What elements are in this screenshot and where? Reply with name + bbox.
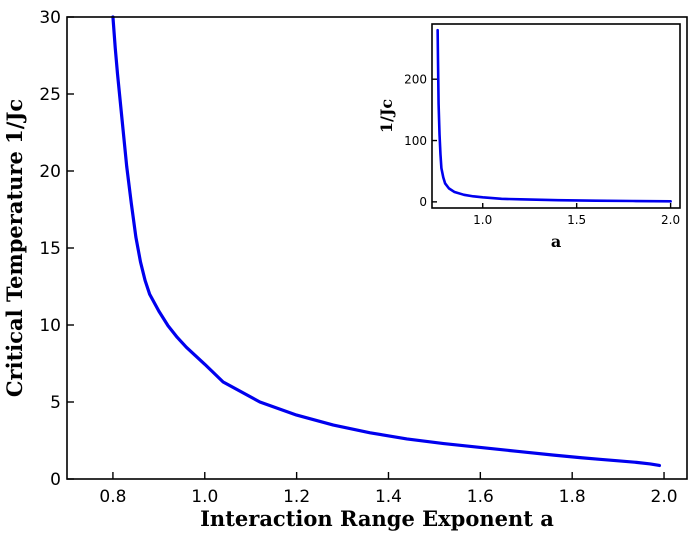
inset-plot-frame bbox=[431, 23, 681, 209]
main-series-group bbox=[111, 15, 662, 468]
main-y-tick-label: 25 bbox=[39, 85, 61, 105]
main-y-tick-label: 20 bbox=[39, 162, 61, 182]
main-x-tick-label: 1.4 bbox=[375, 487, 402, 507]
main-x-axis-label: Interaction Range Exponent a bbox=[200, 506, 554, 531]
inset-series-line bbox=[436, 28, 672, 203]
inset-y-tick-label: 200 bbox=[404, 73, 427, 87]
main-chart: 0.8 1.0 1.2 1.4 1.6 1.8 2.0 0 5 10 15 20 25 30 Intera… bbox=[2, 8, 688, 531]
inset-ticks: 1.0 1.5 2.0 0 100 200 bbox=[404, 73, 680, 227]
main-x-tick-label: 1.6 bbox=[467, 487, 494, 507]
main-y-tick-label: 30 bbox=[39, 8, 61, 28]
inset-chart: 1.0 1.5 2.0 0 100 200 a 1/Jc bbox=[377, 23, 681, 251]
main-y-tick-label: 15 bbox=[39, 239, 61, 259]
main-ticks: 0.8 1.0 1.2 1.4 1.6 1.8 2.0 0 5 10 15 20 25 30 bbox=[39, 8, 677, 507]
main-y-tick-label: 0 bbox=[50, 470, 61, 490]
inset-series-group bbox=[436, 28, 672, 203]
main-series-line bbox=[111, 15, 662, 468]
inset-x-tick-label: 1.0 bbox=[473, 213, 492, 227]
inset-x-tick-label: 1.5 bbox=[567, 213, 586, 227]
inset-background bbox=[432, 24, 680, 208]
main-x-tick-label: 2.0 bbox=[651, 487, 678, 507]
main-x-tick-label: 0.8 bbox=[99, 487, 126, 507]
inset-y-axis-label: 1/Jc bbox=[377, 99, 396, 134]
main-y-tick-label: 10 bbox=[39, 316, 61, 336]
inset-x-axis-label: a bbox=[551, 232, 561, 251]
main-x-tick-label: 1.0 bbox=[191, 487, 218, 507]
inset-x-tick-label: 2.0 bbox=[661, 213, 680, 227]
main-x-tick-label: 1.8 bbox=[559, 487, 586, 507]
main-y-tick-label: 5 bbox=[50, 393, 61, 413]
main-y-axis-label: Critical Temperature 1/Jc bbox=[2, 99, 27, 397]
inset-y-tick-label: 100 bbox=[404, 134, 427, 148]
inset-y-tick-label: 0 bbox=[419, 195, 427, 209]
main-plot-frame bbox=[66, 16, 688, 480]
main-x-tick-label: 1.2 bbox=[283, 487, 310, 507]
